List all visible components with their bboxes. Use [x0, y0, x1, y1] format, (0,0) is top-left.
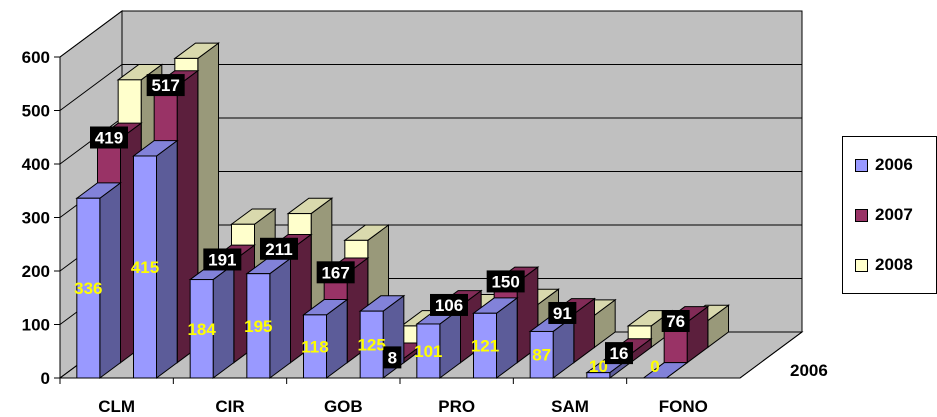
data-label-2007: 8: [388, 348, 397, 367]
legend-swatch-2006: [855, 158, 868, 172]
data-label-2007: 150: [491, 272, 519, 291]
legend-label-2008: 2008: [875, 255, 913, 274]
y-tick-label: 100: [22, 316, 50, 335]
bar-2006-1-side: [156, 139, 178, 379]
x-tick-label: CIR: [215, 397, 244, 416]
data-label-2006: 125: [357, 336, 385, 355]
legend-label-2007: 2007: [875, 205, 913, 224]
data-label-box-2007: [605, 342, 633, 365]
y-tick-label: 500: [22, 102, 50, 121]
data-label-2006: 0: [650, 357, 659, 376]
data-label-box-2007: [548, 301, 577, 324]
data-label-box-2007: [146, 74, 185, 97]
data-label-box-2007: [661, 310, 690, 333]
data-label-2007: 517: [151, 76, 179, 95]
x-tick-label: PRO: [438, 397, 475, 416]
data-label-2006: 10: [589, 357, 608, 376]
y-tick-label: 200: [22, 262, 50, 281]
y-tick-label: 600: [22, 48, 50, 67]
data-label-2007: 191: [208, 250, 236, 269]
data-label-2006: 118: [301, 337, 328, 356]
data-label-2007: 91: [553, 304, 572, 323]
legend-item-2007: 2007: [855, 205, 913, 225]
data-label-2006: 415: [131, 258, 159, 277]
y-tick-label: 400: [22, 155, 50, 174]
data-label-box-2007: [430, 293, 468, 316]
data-label-2006: 121: [471, 337, 499, 356]
legend-swatch-2007: [855, 208, 868, 222]
x-tick-label: FONO: [659, 397, 708, 416]
data-label-2006: 87: [532, 346, 551, 365]
data-label-box-2007: [486, 270, 525, 293]
gridline: [59, 10, 802, 58]
x-tick-label: SAM: [551, 397, 589, 416]
gridline: [59, 64, 802, 111]
legend-item-2006: 2006: [855, 155, 913, 175]
bar-2006-2-side: [212, 263, 235, 379]
data-label-box-2007: [316, 261, 355, 284]
legend-swatch-2008: [855, 258, 868, 272]
data-label-2006: 336: [74, 279, 102, 298]
data-label-box-2007: [383, 346, 402, 369]
x-tick-label: GOB: [324, 397, 363, 416]
depth-axis-label: 2006: [790, 361, 828, 380]
legend: 2006 2007 2008: [842, 136, 937, 294]
data-label-2007: 76: [666, 312, 685, 331]
y-tick-label: 0: [41, 369, 50, 388]
depth-axis: [739, 331, 803, 379]
data-label-2006: 184: [187, 320, 216, 339]
bar-2006-3-side: [269, 257, 291, 379]
x-tick-label: CLM: [98, 397, 135, 416]
data-label-box-2007: [90, 126, 128, 149]
data-label-2007: 167: [321, 263, 349, 282]
legend-label-2006: 2006: [875, 155, 913, 174]
data-label-2007: 419: [95, 129, 123, 148]
bar-2006-0-side: [99, 181, 121, 379]
data-label-box-2007: [260, 237, 298, 260]
y-tick-label: 300: [22, 209, 50, 228]
data-label-2007: 106: [435, 296, 463, 315]
data-label-2006: 195: [244, 317, 272, 336]
data-label-2007: 211: [265, 240, 292, 259]
data-label-box-2007: [203, 248, 242, 271]
legend-item-2008: 2008: [855, 255, 913, 275]
data-label-2006: 101: [414, 342, 442, 361]
data-label-2007: 16: [610, 344, 629, 363]
